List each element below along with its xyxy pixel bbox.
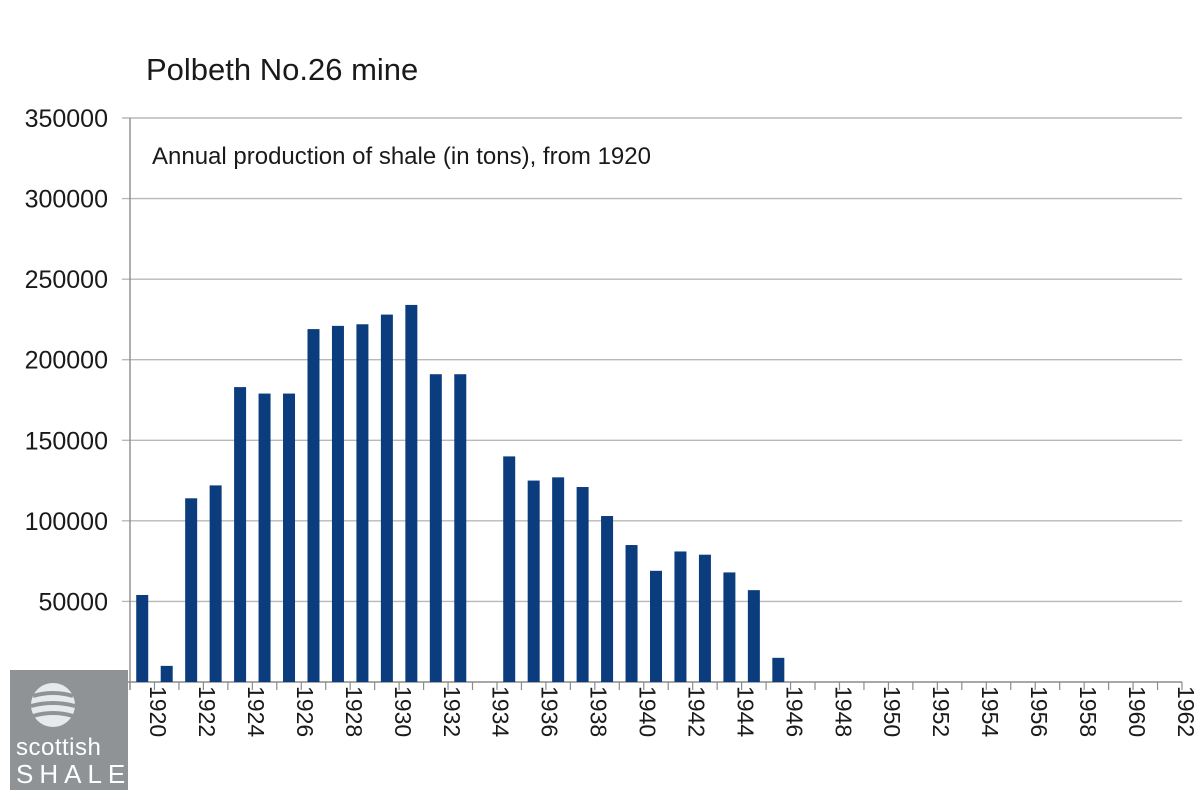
bar (234, 387, 247, 682)
bar (454, 374, 467, 682)
y-tick-label: 300000 (25, 186, 108, 214)
bar (674, 551, 687, 682)
x-tick-label: 1940 (635, 686, 661, 737)
bar (747, 590, 760, 682)
bar (185, 498, 198, 682)
logo-text-shale: SHALE (16, 759, 132, 789)
bar (331, 325, 344, 682)
y-tick-label: 50000 (38, 588, 108, 616)
y-tick-label: 350000 (25, 105, 108, 133)
x-tick-label: 1924 (243, 686, 269, 737)
scottish-shale-logo: scottish SHALE (10, 670, 128, 790)
x-tick-label: 1932 (439, 686, 465, 737)
x-tick-label: 1922 (194, 686, 220, 737)
globe-icon (30, 683, 76, 727)
x-tick-label: 1936 (537, 686, 563, 737)
bar (576, 487, 589, 682)
bar (405, 304, 418, 682)
x-tick-label: 1934 (488, 686, 514, 737)
chart-subtitle: Annual production of shale (in tons), fr… (152, 143, 651, 170)
x-tick-label: 1946 (781, 686, 807, 737)
x-tick-label: 1942 (683, 686, 709, 737)
x-tick-label: 1952 (928, 686, 954, 737)
x-tick-label: 1944 (732, 686, 758, 737)
bar (209, 485, 222, 682)
x-tick-label: 1928 (341, 686, 367, 737)
bar (772, 657, 785, 682)
logo-text-scottish: scottish (16, 734, 102, 761)
x-tick-label: 1962 (1173, 686, 1199, 737)
x-tick-label: 1950 (879, 686, 905, 737)
x-tick-label: 1960 (1124, 686, 1150, 737)
bar (356, 324, 369, 682)
bar (723, 572, 736, 682)
bar (160, 665, 173, 682)
bar (650, 570, 662, 682)
bar (429, 374, 442, 682)
x-tick-label: 1920 (145, 686, 171, 737)
bar (307, 329, 320, 682)
x-tick-label: 1954 (977, 686, 1003, 737)
x-tick-label: 1930 (390, 686, 416, 737)
x-tick-label: 1948 (830, 686, 856, 737)
x-tick-label: 1926 (292, 686, 318, 737)
bar (380, 314, 393, 682)
bar (527, 480, 540, 682)
x-tick-label: 1956 (1026, 686, 1052, 737)
bar (503, 456, 516, 682)
bar (552, 477, 565, 682)
x-tick-label: 1938 (586, 686, 612, 737)
bar (136, 594, 149, 682)
y-tick-label: 150000 (25, 427, 108, 455)
bar (625, 545, 638, 682)
bar (283, 393, 296, 682)
y-tick-label: 250000 (25, 266, 108, 294)
bar (258, 393, 271, 682)
bar (601, 516, 614, 682)
bar (698, 554, 711, 682)
x-tick-label: 1958 (1075, 686, 1101, 737)
y-tick-label: 200000 (25, 347, 108, 375)
y-tick-label: 100000 (25, 508, 108, 536)
chart-title: Polbeth No.26 mine (146, 52, 419, 87)
